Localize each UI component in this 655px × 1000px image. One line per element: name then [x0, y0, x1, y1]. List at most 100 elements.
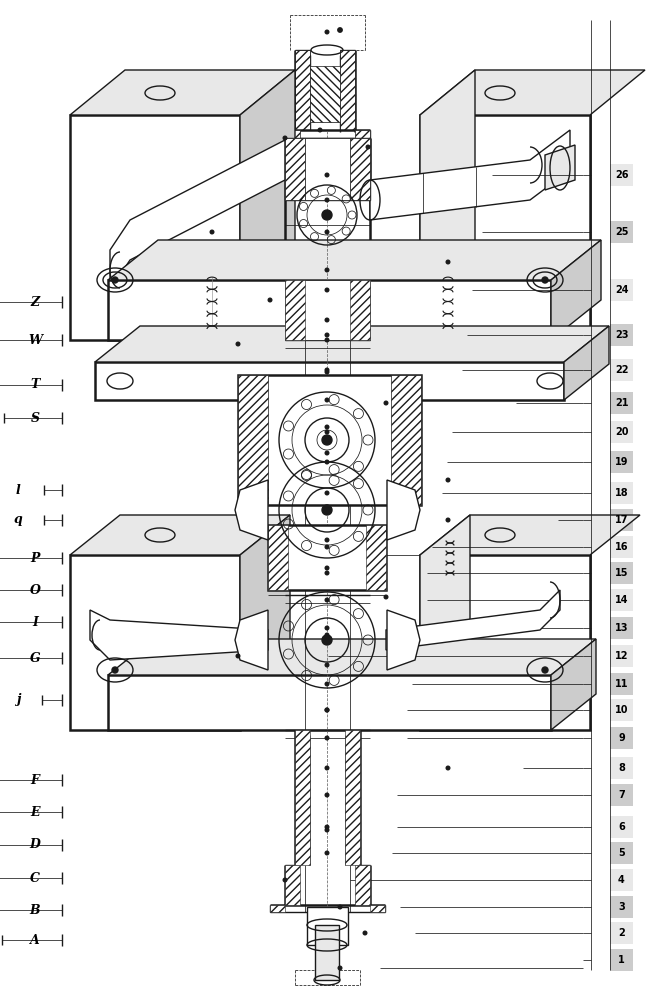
Circle shape — [325, 626, 329, 630]
Bar — [610, 816, 633, 838]
Circle shape — [338, 966, 342, 970]
Bar — [610, 842, 633, 864]
Circle shape — [322, 635, 332, 645]
Polygon shape — [551, 240, 601, 340]
Text: T: T — [30, 378, 39, 391]
Bar — [610, 869, 633, 891]
Text: 23: 23 — [615, 330, 628, 340]
Circle shape — [364, 931, 367, 935]
Circle shape — [325, 598, 329, 602]
Circle shape — [446, 518, 450, 522]
Text: I: I — [32, 615, 38, 629]
Bar — [285, 280, 305, 340]
Bar — [610, 949, 633, 971]
Circle shape — [446, 478, 450, 482]
Text: 21: 21 — [615, 398, 628, 408]
Circle shape — [112, 667, 118, 673]
Bar — [610, 221, 633, 243]
Polygon shape — [545, 145, 575, 190]
Circle shape — [325, 451, 329, 455]
Circle shape — [236, 342, 240, 346]
Text: 15: 15 — [615, 568, 628, 578]
Polygon shape — [95, 326, 609, 362]
Circle shape — [542, 277, 548, 283]
Polygon shape — [564, 326, 609, 400]
Circle shape — [325, 398, 329, 402]
Text: 1: 1 — [618, 955, 625, 965]
Text: D: D — [29, 838, 41, 852]
Polygon shape — [70, 115, 240, 340]
Text: A: A — [30, 934, 40, 946]
Polygon shape — [240, 70, 295, 340]
Text: G: G — [29, 652, 41, 664]
Polygon shape — [108, 639, 596, 675]
Bar — [610, 922, 633, 944]
Polygon shape — [420, 515, 640, 555]
Bar — [285, 138, 370, 200]
Circle shape — [325, 708, 329, 712]
Text: 12: 12 — [615, 651, 628, 661]
Text: O: O — [29, 584, 41, 596]
Polygon shape — [110, 140, 285, 290]
Circle shape — [325, 338, 329, 342]
Bar — [350, 280, 370, 340]
Text: j: j — [16, 694, 20, 706]
Circle shape — [325, 633, 329, 637]
Bar — [315, 925, 339, 980]
Circle shape — [325, 491, 329, 495]
Circle shape — [325, 333, 329, 337]
Circle shape — [325, 198, 329, 202]
Text: 9: 9 — [618, 733, 625, 743]
Circle shape — [325, 571, 329, 575]
Polygon shape — [90, 610, 268, 660]
Bar — [610, 509, 633, 531]
Circle shape — [112, 277, 118, 283]
Bar — [285, 130, 300, 138]
Text: S: S — [31, 412, 39, 424]
Bar — [610, 324, 633, 346]
Bar — [610, 757, 633, 779]
Bar — [345, 730, 360, 865]
Bar — [340, 50, 355, 130]
Bar — [295, 50, 310, 130]
Circle shape — [325, 318, 329, 322]
Polygon shape — [70, 555, 240, 730]
Bar — [285, 138, 305, 200]
Bar — [610, 784, 633, 806]
Text: 3: 3 — [618, 902, 625, 912]
Circle shape — [325, 851, 329, 855]
Bar — [238, 375, 421, 505]
Polygon shape — [240, 515, 290, 730]
Text: P: P — [30, 552, 40, 564]
Text: 14: 14 — [615, 595, 628, 605]
Circle shape — [446, 766, 450, 770]
Circle shape — [325, 268, 329, 272]
Text: 4: 4 — [618, 875, 625, 885]
Circle shape — [338, 905, 342, 909]
Circle shape — [325, 708, 329, 712]
Circle shape — [325, 460, 329, 464]
Text: C: C — [30, 871, 40, 884]
Circle shape — [325, 30, 329, 34]
Bar — [610, 482, 633, 504]
Circle shape — [325, 682, 329, 686]
Text: l: l — [16, 484, 20, 496]
Circle shape — [384, 401, 388, 405]
Circle shape — [325, 370, 329, 374]
Bar — [610, 727, 633, 749]
Text: 8: 8 — [618, 763, 625, 773]
Circle shape — [542, 667, 548, 673]
Bar — [108, 675, 551, 730]
Text: 22: 22 — [615, 365, 628, 375]
Text: 18: 18 — [614, 488, 628, 498]
Bar — [108, 280, 551, 340]
Circle shape — [283, 136, 287, 140]
Bar — [610, 896, 633, 918]
Text: F: F — [31, 774, 39, 786]
Circle shape — [325, 766, 329, 770]
Bar — [370, 905, 385, 912]
Bar — [610, 617, 633, 639]
Text: 10: 10 — [615, 705, 628, 715]
Text: 11: 11 — [615, 679, 628, 689]
Bar — [610, 421, 633, 443]
